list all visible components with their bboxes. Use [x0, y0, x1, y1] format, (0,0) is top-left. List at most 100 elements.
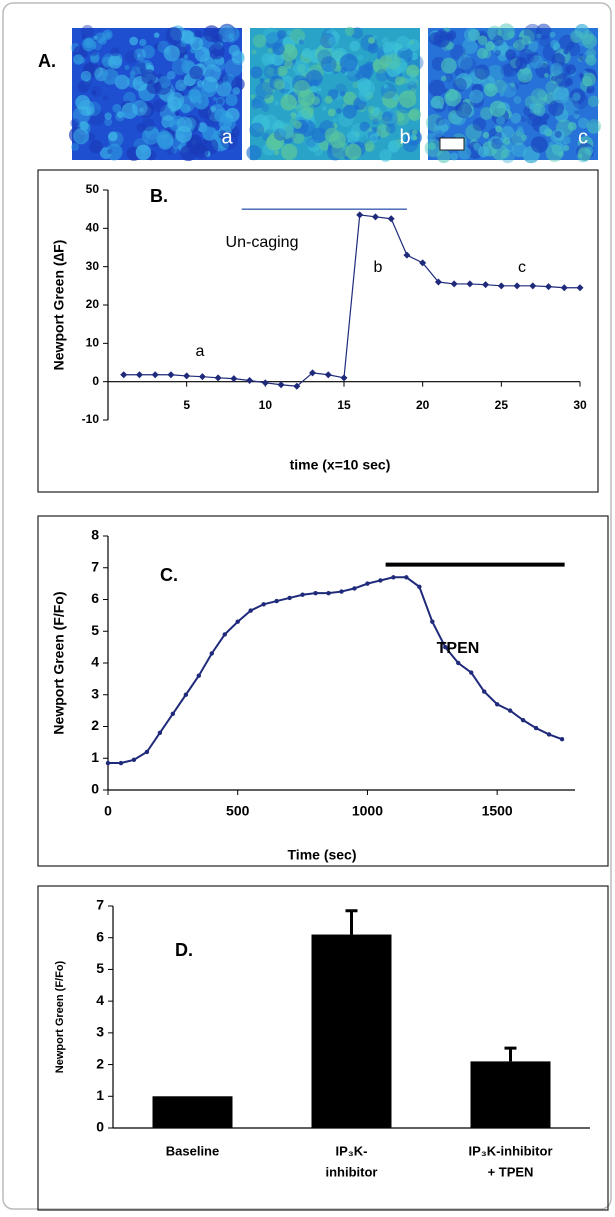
- y-axis-label: Newport Green (∆F): [51, 240, 67, 371]
- image-speckle: [382, 116, 390, 124]
- data-point: [246, 377, 254, 385]
- y-tick-label: 1: [96, 1087, 104, 1103]
- image-speckle: [438, 104, 444, 110]
- data-point: [214, 374, 222, 382]
- data-point: [576, 284, 584, 292]
- image-speckle: [290, 112, 297, 119]
- image-speckle: [309, 85, 318, 93]
- image-speckle: [539, 124, 550, 135]
- image-speckle: [95, 32, 106, 44]
- image-speckle: [124, 50, 138, 64]
- image-speckle: [405, 73, 418, 86]
- image-speckle: [543, 96, 548, 102]
- image-speckle: [562, 136, 571, 145]
- image-speckle: [228, 44, 240, 56]
- image-speckle: [80, 70, 92, 82]
- image-speckle: [536, 33, 542, 39]
- y-tick-label: 0: [91, 781, 99, 797]
- image-speckle: [210, 106, 217, 112]
- image-speckle: [586, 47, 597, 58]
- y-tick-label: 5: [96, 960, 104, 976]
- image-speckle: [452, 77, 467, 93]
- image-speckle: [104, 112, 112, 120]
- image-speckle: [447, 105, 454, 112]
- image-speckle: [89, 139, 103, 154]
- image-speckle: [251, 98, 262, 110]
- image-speckle: [507, 30, 515, 39]
- image-speckle: [170, 146, 178, 154]
- image-speckle: [175, 126, 192, 143]
- image-speckle: [129, 71, 137, 78]
- data-point: [183, 692, 189, 697]
- image-speckle: [561, 97, 580, 116]
- image-speckle: [578, 53, 586, 62]
- image-speckle: [203, 64, 222, 83]
- image-speckle: [440, 123, 449, 133]
- image-speckle: [212, 96, 217, 101]
- data-point: [326, 590, 331, 596]
- y-tick-label: 30: [86, 259, 100, 273]
- image-speckle: [367, 42, 379, 54]
- image-speckle: [476, 47, 488, 59]
- image-speckle: [276, 30, 287, 40]
- image-speckle: [382, 110, 399, 127]
- image-speckle: [175, 79, 187, 92]
- image-speckle: [72, 128, 90, 145]
- image-speckle: [259, 78, 265, 83]
- data-point: [235, 619, 240, 624]
- image: a: [68, 23, 245, 162]
- image-speckle: [373, 106, 381, 114]
- image-speckle: [262, 27, 279, 44]
- image-speckle: [141, 69, 157, 85]
- image-speckle: [358, 88, 372, 102]
- image-speckle: [499, 92, 505, 97]
- image-speckle: [406, 64, 420, 78]
- data-point: [356, 211, 364, 219]
- annotation: b: [374, 259, 383, 276]
- data-point: [105, 760, 111, 766]
- image-speckle: [167, 96, 182, 112]
- image-speckle: [85, 106, 95, 116]
- image-speckle: [145, 62, 152, 69]
- data-point: [309, 369, 317, 377]
- image-speckle: [529, 55, 544, 69]
- image-speckle: [450, 44, 466, 61]
- image-speckle: [165, 27, 183, 44]
- image-speckle: [131, 100, 148, 116]
- image-speckle: [305, 69, 323, 87]
- image-speckle: [535, 23, 552, 40]
- image-speckle: [249, 122, 265, 138]
- image-speckle: [201, 82, 217, 98]
- image-speckle: [194, 30, 203, 39]
- image-letter: c: [578, 126, 588, 148]
- image-speckle: [444, 73, 453, 82]
- image-speckle: [520, 73, 528, 81]
- image-speckle: [322, 106, 327, 111]
- image-speckle: [551, 64, 561, 74]
- y-tick-label: 10: [86, 336, 100, 350]
- image-speckle: [511, 130, 526, 146]
- image-speckle: [280, 75, 295, 90]
- image-speckle: [440, 75, 447, 82]
- image-speckle: [520, 116, 527, 123]
- y-tick-label: 4: [91, 654, 99, 670]
- image-speckle: [425, 113, 444, 132]
- image-speckle: [217, 98, 224, 105]
- y-tick-label: 5: [91, 622, 99, 638]
- image-speckle: [141, 127, 160, 145]
- image-speckle: [153, 32, 160, 38]
- image-speckle: [349, 40, 360, 52]
- data-point: [230, 375, 238, 383]
- data-point: [287, 595, 292, 601]
- image-speckle: [453, 77, 462, 86]
- image-speckle: [163, 45, 180, 62]
- image-speckle: [455, 73, 473, 90]
- image-speckle: [339, 53, 358, 72]
- image-speckle: [412, 135, 418, 141]
- image-speckle: [110, 47, 120, 57]
- image-speckle: [286, 30, 292, 36]
- data-point: [131, 757, 137, 763]
- data-point: [222, 632, 227, 637]
- image-speckle: [526, 51, 539, 64]
